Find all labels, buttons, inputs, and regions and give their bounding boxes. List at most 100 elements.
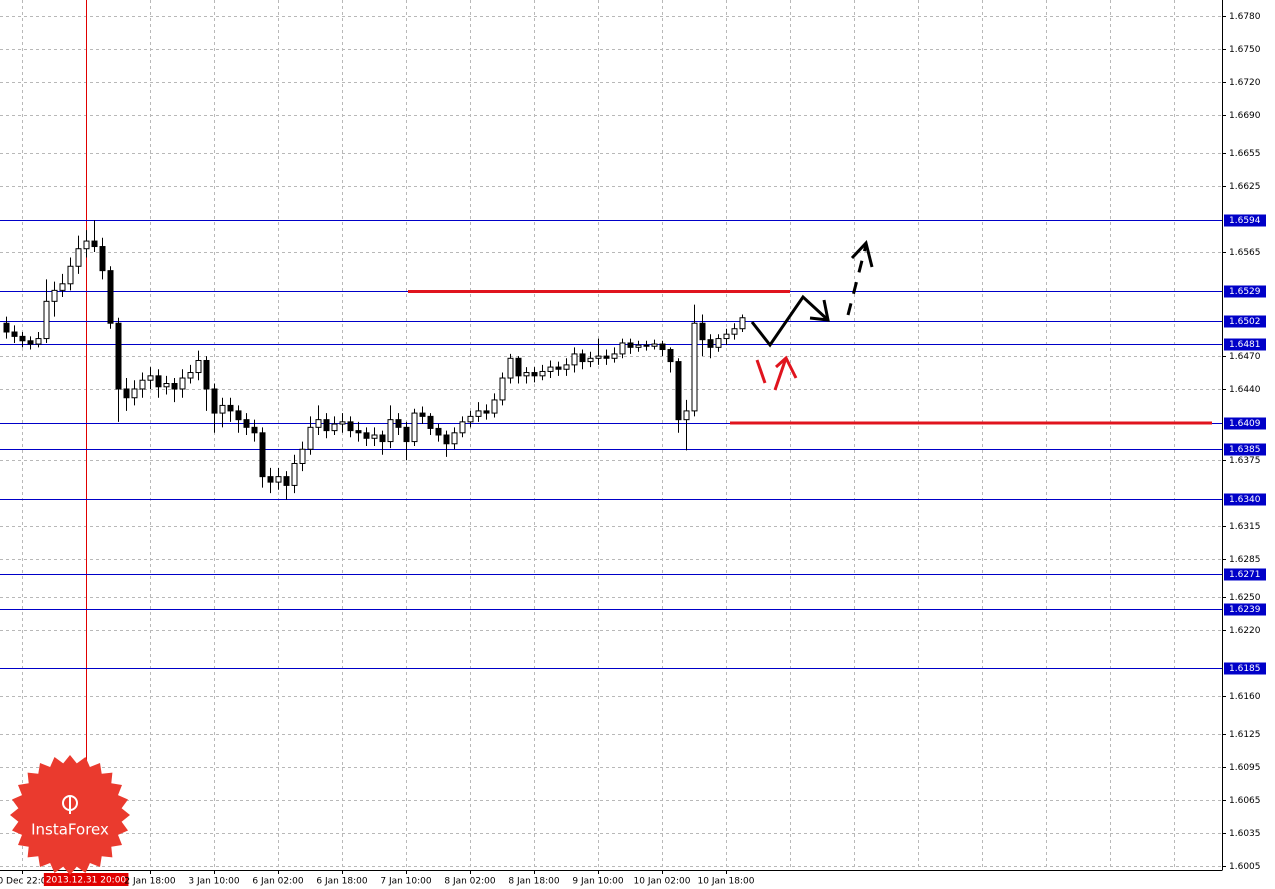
level-tag: [1224, 493, 1266, 506]
x-tick-label: 10 Jan 18:00: [698, 877, 755, 887]
candle-body: [331, 423, 338, 432]
candle-body: [43, 300, 50, 340]
levels-layer: [0, 220, 1222, 669]
x-tick-label: 3 Jan 10:00: [188, 877, 240, 887]
candle-body: [163, 383, 170, 388]
candle-body: [267, 476, 274, 483]
candle-body: [675, 361, 682, 421]
level-label: 1.6239: [1229, 605, 1261, 615]
candle-body: [155, 375, 162, 388]
level-tag: [1224, 285, 1266, 298]
candle-body: [59, 283, 66, 291]
forecast-path: [750, 294, 830, 348]
x-tick-label: 2 Jan 18:00: [124, 877, 176, 887]
candle-body: [379, 434, 386, 443]
candle-body: [203, 359, 210, 390]
x-tick-label: 6 Jan 18:00: [316, 877, 368, 887]
y-tick-label: 1.6285: [1229, 555, 1261, 565]
y-tick-label: 1.6220: [1229, 626, 1261, 636]
level-label: 1.6185: [1229, 664, 1261, 674]
candle-body: [307, 426, 314, 450]
level-tag: [1224, 443, 1266, 456]
y-tick-label: 1.6470: [1229, 352, 1261, 362]
arrow-head: [850, 239, 874, 268]
candle-body: [115, 322, 122, 390]
candle-body: [83, 240, 90, 250]
candle-body: [211, 388, 218, 414]
candle-body: [51, 289, 58, 302]
candle-body: [27, 340, 34, 345]
x-tick-label: 8 Jan 18:00: [508, 877, 560, 887]
candle-body: [219, 404, 226, 414]
y-tick-label: 1.6005: [1229, 862, 1261, 872]
candle-body: [611, 353, 618, 359]
candle-body: [603, 355, 610, 359]
candle-body: [651, 343, 658, 347]
y-tick-label: 1.6125: [1229, 730, 1261, 740]
candle-body: [643, 344, 650, 347]
x-tick-label: 8 Jan 02:00: [444, 877, 496, 887]
candle-body: [19, 335, 26, 342]
level-label: 1.6502: [1229, 317, 1261, 327]
y-tick-label: 1.6095: [1229, 763, 1261, 773]
candle-body: [587, 357, 594, 363]
candle-body: [467, 415, 474, 423]
candle-body: [443, 434, 450, 445]
candle-body: [355, 430, 362, 434]
level-label: 1.6271: [1229, 570, 1261, 580]
candle-body: [347, 421, 354, 432]
candle-body: [411, 412, 418, 443]
level-tag: [1224, 338, 1266, 351]
level-tag: [1224, 603, 1266, 616]
candle-body: [507, 357, 514, 379]
candle-body: [107, 270, 114, 324]
candle-body: [291, 462, 298, 486]
candle-body: [555, 366, 562, 370]
candle-body: [435, 427, 442, 436]
y-tick-label: 1.6035: [1229, 829, 1261, 839]
candle-body: [579, 353, 586, 363]
candle-body: [731, 328, 738, 335]
candle-body: [131, 388, 138, 399]
arrow-head: [809, 299, 830, 322]
candle-body: [451, 432, 458, 445]
candle-body: [11, 331, 18, 337]
cursor-tag: [43, 873, 129, 886]
logo-badge: [10, 755, 130, 875]
candle-body: [691, 322, 698, 412]
level-tag: [1224, 315, 1266, 328]
y-tick-label: 1.6720: [1229, 78, 1261, 88]
candles-layer: [3, 220, 746, 500]
candle-body: [627, 342, 634, 348]
candle-body: [483, 410, 490, 414]
annotations: [750, 239, 874, 391]
level-label: 1.6409: [1229, 419, 1261, 429]
candle-body: [539, 370, 546, 377]
logo-text: InstaForex: [31, 821, 109, 839]
level-label: 1.6594: [1229, 216, 1261, 226]
candle-body: [35, 338, 42, 345]
candle-body: [187, 372, 194, 379]
level-label: 1.6481: [1229, 340, 1261, 350]
candle-body: [227, 404, 234, 412]
candle-body: [475, 410, 482, 417]
candle-body: [323, 419, 330, 432]
candle-body: [659, 343, 666, 351]
level-tag: [1224, 662, 1266, 675]
y-tick-label: 1.6315: [1229, 522, 1261, 532]
candle-body: [339, 421, 346, 425]
candle-body: [147, 375, 154, 381]
arrow-head: [774, 355, 798, 379]
candle-body: [491, 399, 498, 414]
candle-body: [403, 426, 410, 443]
candle-body: [195, 359, 202, 374]
candle-body: [243, 419, 250, 428]
y-tick-label: 1.6160: [1229, 692, 1261, 702]
candle-body: [99, 246, 106, 272]
candle-body: [715, 338, 722, 348]
alt-path: [773, 357, 788, 391]
x-tick-label: 10 Jan 02:00: [634, 877, 691, 887]
candle-body: [571, 353, 578, 366]
candle-body: [723, 333, 730, 340]
